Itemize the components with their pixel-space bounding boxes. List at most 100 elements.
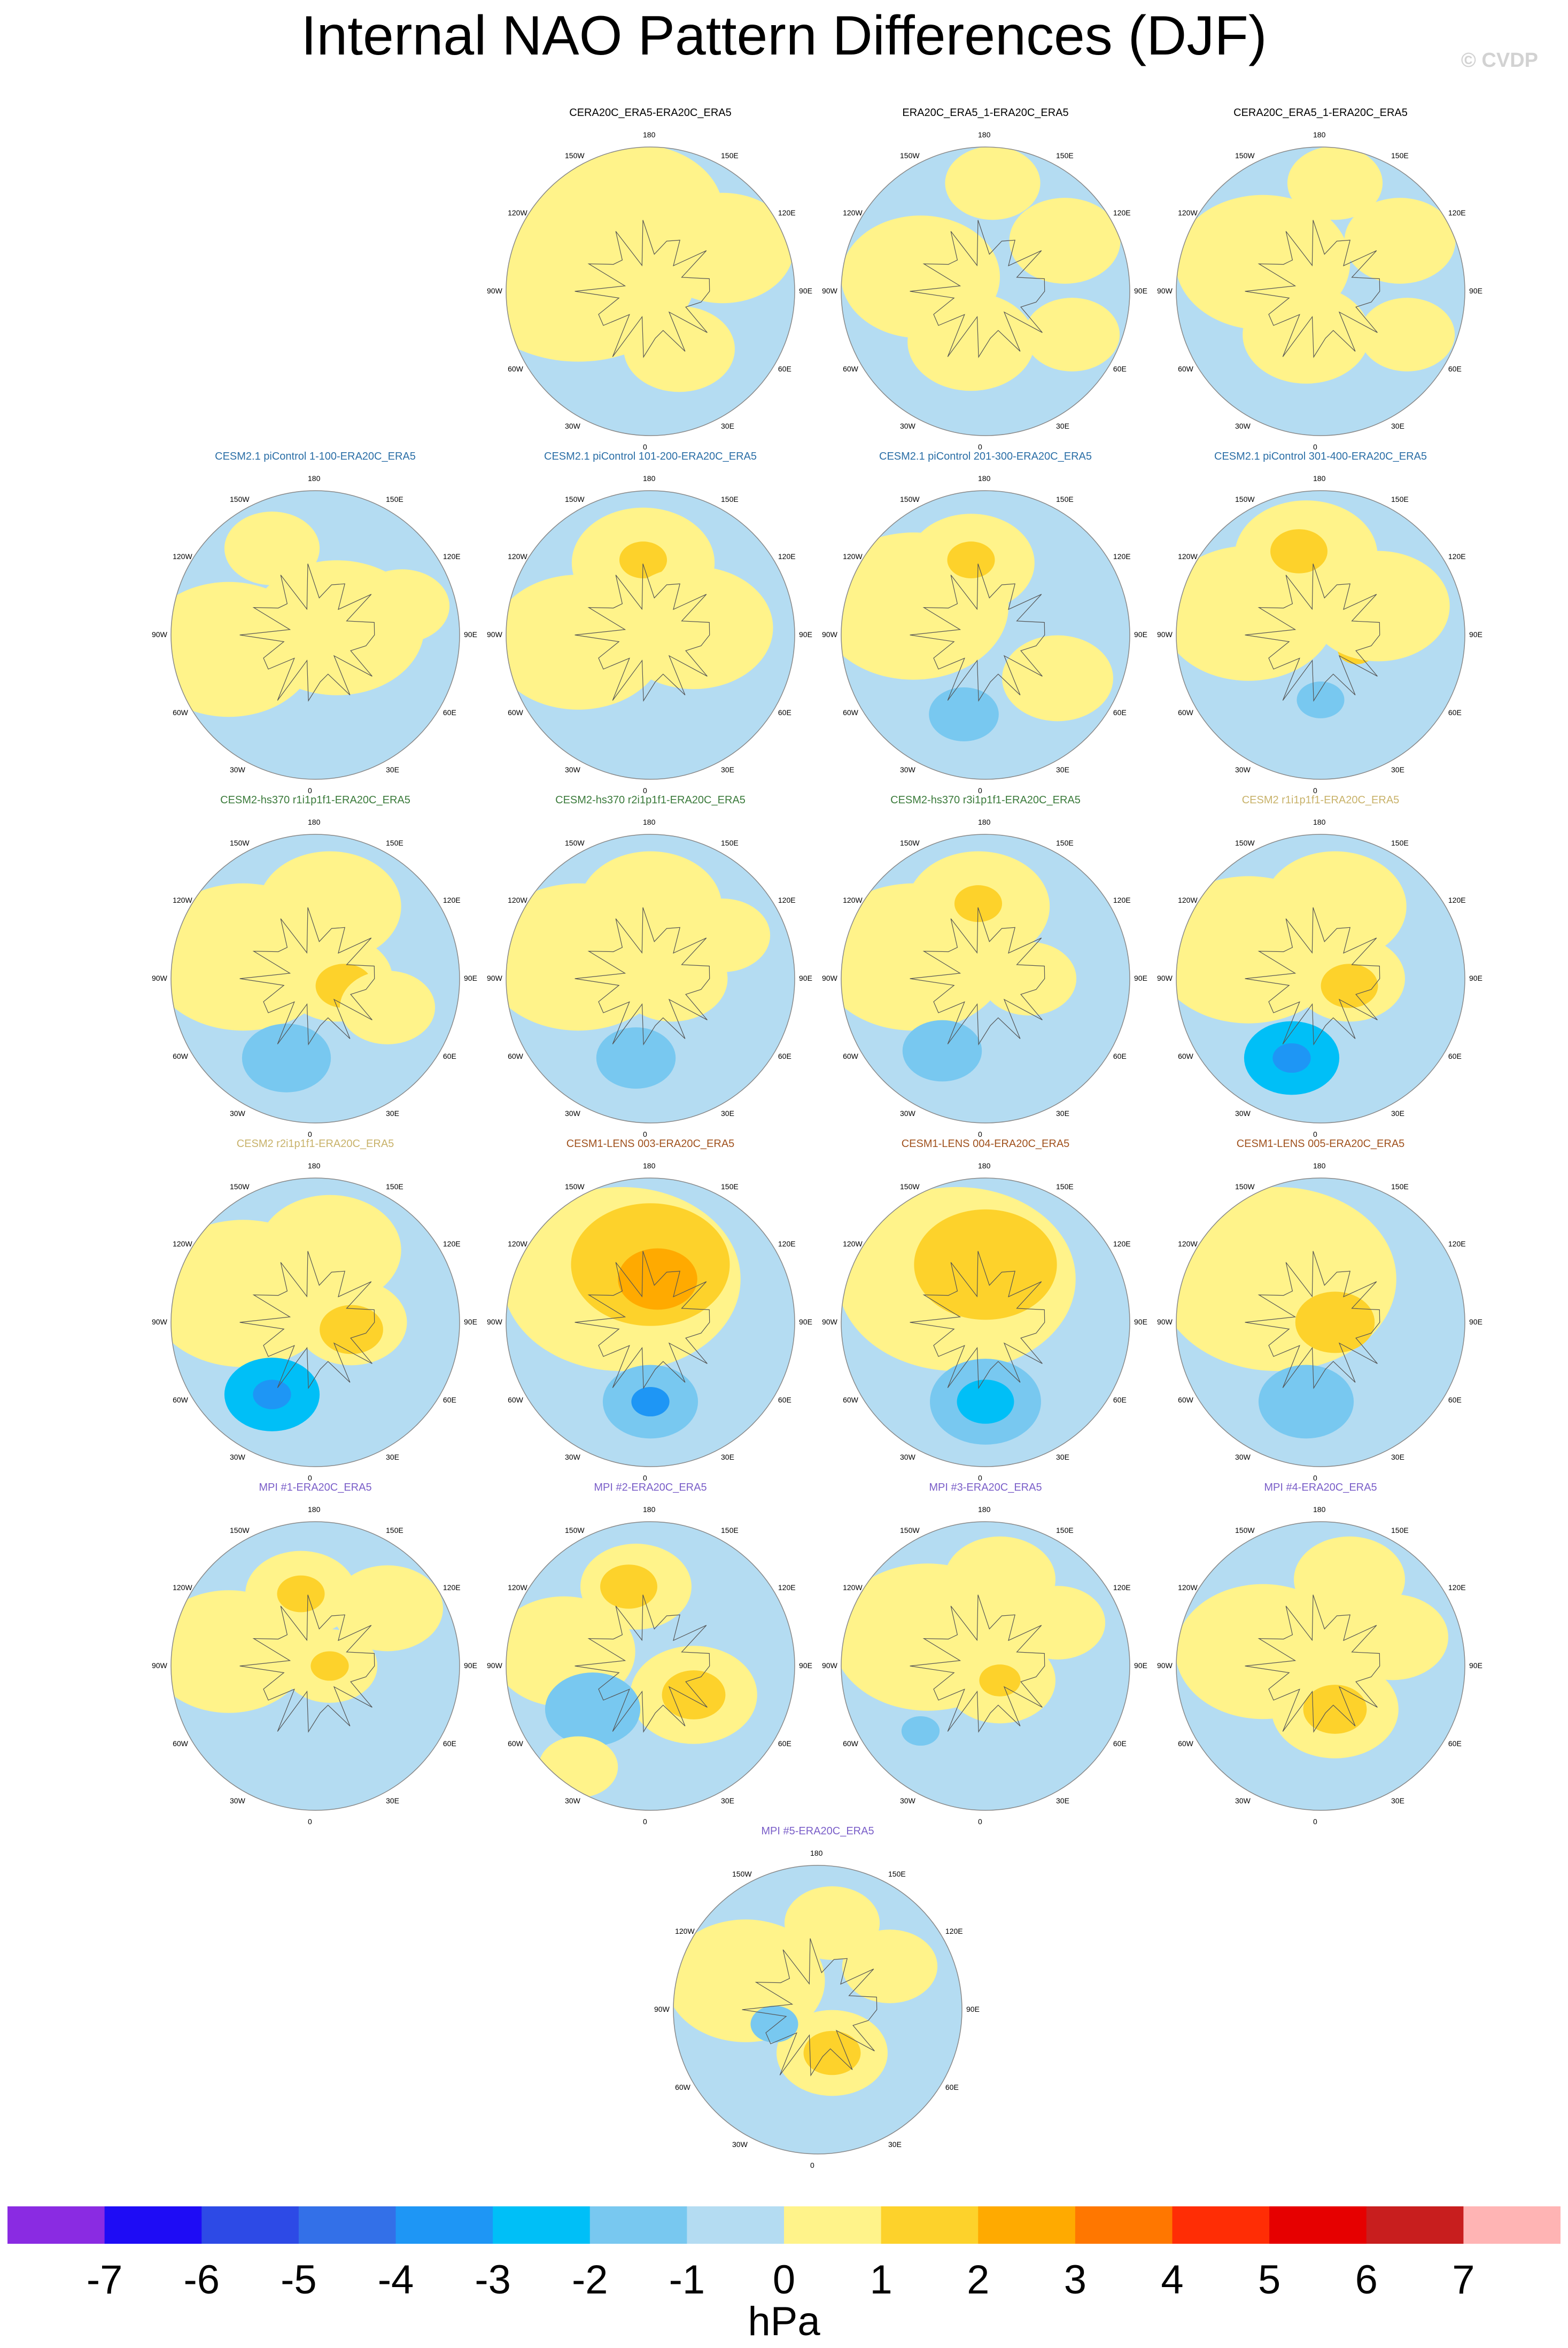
longitude-label: 60E: [1113, 1052, 1127, 1060]
contour-region: [545, 1672, 641, 1746]
longitude-label: 150E: [1056, 495, 1074, 504]
longitude-label: 0: [1313, 786, 1317, 795]
contour-region: [914, 1209, 1057, 1320]
panel-title: CESM2 r1i1p1f1-ERA20C_ERA5: [1241, 794, 1400, 806]
longitude-label: 30W: [565, 421, 580, 430]
longitude-label: 180: [978, 474, 991, 483]
contour-region: [614, 566, 773, 689]
longitude-label: 150W: [900, 839, 920, 848]
contour-region: [979, 1664, 1021, 1696]
longitude-label: 150W: [1235, 1526, 1255, 1535]
longitude-label: 30W: [900, 1109, 915, 1118]
map-panel: CESM2.1 piControl 101-200-ERA20C_ERA5 180…: [479, 451, 821, 795]
longitude-label: 120E: [1448, 1239, 1466, 1248]
contour-region: [842, 1929, 938, 2003]
contour-region: [619, 541, 667, 579]
longitude-label: 90W: [822, 974, 837, 982]
longitude-label: 120W: [173, 1583, 192, 1592]
longitude-label: 150W: [900, 495, 920, 504]
longitude-label: 60E: [1448, 1396, 1462, 1404]
longitude-label: 180: [1313, 130, 1326, 139]
polar-map: [1176, 146, 1465, 436]
longitude-label: 150W: [900, 1182, 920, 1191]
longitude-label: 180: [643, 1161, 656, 1170]
contour-region: [662, 1670, 726, 1719]
polar-map: [506, 490, 795, 780]
polar-map: [841, 490, 1130, 780]
contour-region: [1297, 681, 1345, 718]
longitude-label: 30E: [721, 1452, 734, 1461]
map-rim: [1176, 490, 1465, 780]
longitude-label: 30W: [900, 765, 915, 774]
contour-region: [981, 942, 1077, 1016]
contour-region: [600, 1564, 657, 1609]
map-panel: MPI #1-ERA20C_ERA5 180 150E 120E 90E 60E 30E 0 3…: [144, 1482, 486, 1826]
contour-region: [596, 1027, 676, 1089]
longitude-label: 30E: [721, 421, 734, 430]
longitude-label: 90W: [487, 1661, 502, 1670]
contour-region: [242, 1024, 331, 1092]
coastline: [575, 907, 710, 1045]
longitude-label: 30W: [900, 1796, 915, 1805]
longitude-label: 30W: [1235, 1796, 1251, 1805]
coastline: [575, 563, 710, 702]
contour-region: [1270, 529, 1328, 574]
map-panel: CESM2.1 piControl 1-100-ERA20C_ERA5 180 15…: [144, 451, 486, 795]
longitude-label: 90W: [822, 286, 837, 295]
longitude-label: 120W: [173, 896, 192, 904]
longitude-label: 90E: [1134, 286, 1147, 295]
longitude-label: 60E: [778, 1396, 791, 1404]
longitude-label: 30E: [721, 1109, 734, 1118]
longitude-label: 30W: [565, 1109, 580, 1118]
longitude-label: 90W: [487, 1318, 502, 1326]
colorbar-swatch: [7, 2206, 105, 2244]
coastline: [1245, 1251, 1380, 1389]
longitude-label: 60W: [508, 1396, 523, 1404]
colorbar-tick-label: 7: [1452, 2257, 1475, 2303]
longitude-label: 90W: [152, 1318, 167, 1326]
colorbar-swatch: [1463, 2206, 1561, 2244]
longitude-label: 60W: [173, 708, 188, 717]
longitude-label: 150E: [721, 495, 739, 504]
map-panel: CESM2 r1i1p1f1-ERA20C_ERA5 180 150E 120E 90E…: [1150, 794, 1492, 1138]
colorbar-tick-label: -6: [183, 2257, 220, 2303]
polar-map: [1176, 1177, 1465, 1467]
map-panel: CESM2.1 piControl 201-300-ERA20C_ERA5 180…: [814, 451, 1156, 795]
longitude-label: 60E: [443, 1396, 456, 1404]
contour-region: [674, 898, 771, 972]
longitude-label: 0: [643, 443, 647, 451]
longitude-label: 30E: [1391, 765, 1404, 774]
longitude-label: 120E: [1113, 1583, 1131, 1592]
longitude-label: 60W: [1178, 1052, 1193, 1060]
polar-map: [1176, 834, 1465, 1123]
map-panel: CESM2-hs370 r1i1p1f1-ERA20C_ERA5 180 150E 1…: [144, 794, 486, 1138]
map-rim: [841, 490, 1130, 780]
coastline: [1245, 563, 1380, 702]
longitude-label: 180: [1313, 818, 1326, 826]
longitude-label: 60E: [1448, 708, 1462, 717]
panel-title: CERA20C_ERA5_1-ERA20C_ERA5: [1233, 107, 1408, 119]
longitude-label: 120E: [443, 896, 461, 904]
longitude-label: 150E: [386, 839, 403, 848]
coastline: [239, 907, 375, 1045]
longitude-label: 60W: [1178, 1739, 1193, 1748]
longitude-label: 120W: [1178, 1583, 1198, 1592]
longitude-label: 30E: [888, 2140, 902, 2149]
colorbar-tick-label: -5: [281, 2257, 317, 2303]
polar-map: [1176, 490, 1465, 780]
panel-title: CESM2.1 piControl 1-100-ERA20C_ERA5: [215, 451, 416, 462]
longitude-label: 60W: [843, 1052, 858, 1060]
longitude-label: 30W: [900, 421, 915, 430]
map-rim: [506, 490, 795, 780]
longitude-label: 150E: [721, 839, 739, 848]
longitude-label: 150W: [1235, 495, 1255, 504]
longitude-label: 60E: [778, 365, 791, 373]
longitude-label: 120E: [778, 552, 796, 561]
longitude-label: 60W: [1178, 365, 1193, 373]
contour-region: [929, 687, 999, 741]
longitude-label: 90E: [1469, 630, 1482, 639]
longitude-label: 150W: [230, 1526, 250, 1535]
colorbar-tick-label: 2: [967, 2257, 990, 2303]
longitude-label: 90E: [1134, 1661, 1147, 1670]
panel-title: CESM1-LENS 004-ERA20C_ERA5: [901, 1138, 1070, 1150]
